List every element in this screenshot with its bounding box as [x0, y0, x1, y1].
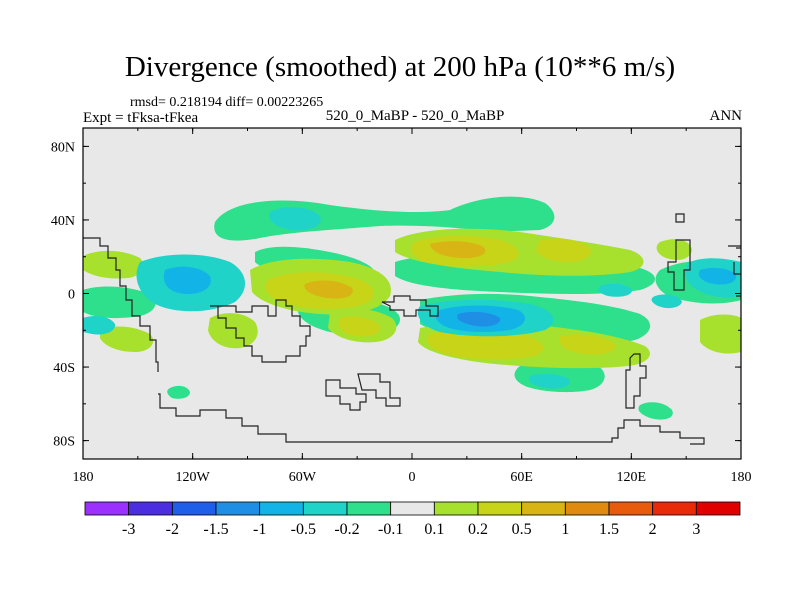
x-tick-label: 60W	[289, 470, 317, 485]
colorbar: -3 -2 -1.5 -1 -0.5 -0.2 -0.1 0.1 0.2 0.5 1 1.5 2 3	[84, 501, 741, 538]
colorbar-swatch	[695, 501, 741, 516]
experiment-label: Expt = tFksa-tFkea	[83, 110, 199, 126]
colorbar-swatch	[564, 501, 610, 516]
tick-layer	[82, 128, 742, 459]
colorbar-swatch	[521, 501, 566, 516]
colorbar-swatch	[171, 501, 217, 516]
colorbar-label: -3	[122, 521, 135, 538]
colorbar-swatch	[215, 501, 261, 516]
contour-band	[528, 373, 571, 389]
colorbar-label: 1	[561, 521, 569, 538]
contour-band	[638, 402, 673, 420]
contour-band	[338, 316, 381, 337]
y-tick-label: 80S	[53, 435, 75, 450]
coastline-new-guinea	[625, 353, 647, 409]
rmsd-stats: rmsd= 0.218194 diff= 0.00223265	[130, 95, 324, 110]
colorbar-label: 0.2	[468, 521, 488, 538]
contour-band	[100, 326, 154, 352]
chart-title: Divergence (smoothed) at 200 hPa (10**6 …	[124, 51, 676, 83]
coastline-americas	[83, 237, 159, 372]
colorbar-label: 3	[692, 521, 700, 538]
contour-band	[700, 314, 741, 354]
colorbar-swatch	[259, 501, 304, 516]
contour-band	[163, 266, 211, 294]
contour-band	[457, 311, 501, 327]
contour-band	[208, 313, 258, 349]
colorbar-label: 2	[649, 521, 657, 538]
contour-band	[559, 334, 616, 355]
contour-band	[427, 329, 544, 360]
contour-band	[536, 238, 591, 262]
coastline-africa	[381, 295, 439, 317]
x-tick-label: 180	[731, 470, 752, 485]
x-tick-label: 60E	[510, 470, 533, 485]
coastline-asia-island	[675, 213, 685, 223]
coastline-south-america	[210, 299, 311, 363]
colorbar-label: -1.5	[203, 521, 228, 538]
coastline-east	[728, 245, 741, 275]
season-label: ANN	[709, 108, 743, 124]
colorbar-label: 0.5	[512, 521, 532, 538]
contour-band	[391, 213, 399, 219]
colorbar-swatch	[128, 501, 173, 516]
contour-band	[167, 385, 190, 399]
y-tick-label: 0	[68, 288, 75, 303]
x-tick-label: 120E	[617, 470, 647, 485]
contour-band	[430, 241, 486, 258]
colorbar-label: -0.2	[334, 521, 359, 538]
colorbar-label: -1	[253, 521, 266, 538]
contour-band	[83, 250, 144, 279]
contour-band	[304, 280, 353, 299]
colorbar-swatch	[477, 501, 523, 516]
colorbar-swatch	[390, 501, 435, 516]
coastline-south-islands	[325, 373, 401, 411]
colorbar-label: 0.1	[424, 521, 444, 538]
contour-band	[656, 239, 692, 260]
colorbar-swatch	[433, 501, 479, 516]
colorbar-swatch	[608, 501, 654, 516]
x-tick-label: 180	[73, 470, 94, 485]
contour-band	[83, 286, 156, 319]
contour-band	[598, 283, 632, 297]
y-tick-label: 40S	[53, 361, 75, 376]
case-label: 520_0_MaBP - 520_0_MaBP	[325, 108, 505, 124]
colorbar-swatch	[84, 501, 130, 516]
coastline-australia-pacific	[667, 239, 691, 291]
contour-band	[83, 316, 116, 335]
contour-fill-layer	[83, 196, 741, 420]
y-tick-label: 40N	[51, 214, 75, 229]
colorbar-swatch	[346, 501, 392, 516]
colorbar-label: 1.5	[599, 521, 619, 538]
colorbar-label: -2	[166, 521, 179, 538]
tick-label-layer: 180 120W 60W 0 60E 120E 180 80N 40N 0 40S 80S	[51, 140, 752, 485]
coastline-pacific-isles	[736, 247, 741, 297]
coastline-antarctica	[158, 393, 705, 445]
x-tick-label: 120W	[176, 470, 211, 485]
y-tick-label: 80N	[51, 140, 75, 155]
colorbar-swatch	[652, 501, 697, 516]
contour-band	[698, 267, 737, 285]
colorbar-label: -0.1	[378, 521, 403, 538]
continent-outlines	[83, 213, 741, 445]
colorbar-label: -0.5	[291, 521, 316, 538]
colorbar-swatch	[302, 501, 348, 516]
contour-band	[651, 294, 682, 309]
x-tick-label: 0	[409, 470, 416, 485]
contour-band	[269, 207, 321, 231]
